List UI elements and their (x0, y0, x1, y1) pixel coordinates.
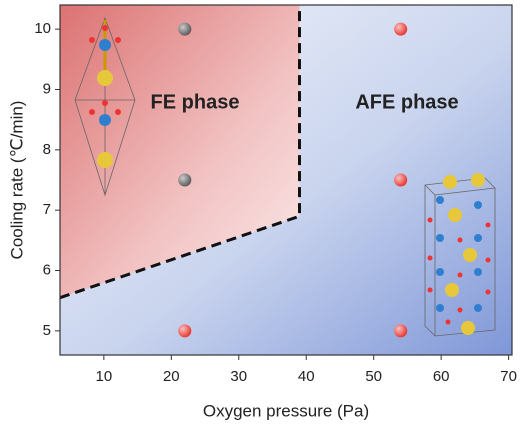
point-highlight (178, 173, 192, 187)
x-tick-label: 70 (500, 368, 517, 385)
y-tick-label: 9 (43, 80, 51, 97)
point-highlight (178, 22, 192, 36)
y-tick-label: 6 (43, 261, 51, 278)
x-tick-label: 50 (365, 368, 382, 385)
x-tick-label: 30 (230, 368, 247, 385)
point-highlight (394, 173, 408, 187)
annotation: FE phase (151, 91, 240, 113)
phase-boundary (59, 5, 301, 300)
x-tick-label: 20 (163, 368, 180, 385)
fe-region (60, 5, 300, 298)
afe-structure-icon (424, 173, 496, 337)
x-axis-label: Oxygen pressure (Pa) (203, 401, 369, 420)
x-tick-label: 10 (96, 368, 113, 385)
y-axis-label: Cooling rate (℃/min) (7, 101, 26, 260)
y-tick-label: 5 (43, 322, 51, 339)
fe-structure-icon (74, 16, 136, 197)
x-tick-label: 40 (298, 368, 315, 385)
annotation: AFE phase (355, 91, 458, 113)
y-tick-label: 7 (43, 201, 51, 218)
point-highlight (394, 324, 408, 338)
x-tick-label: 60 (433, 368, 450, 385)
point-highlight (178, 324, 192, 338)
y-tick-label: 10 (34, 20, 51, 37)
point-highlight (394, 22, 408, 36)
plot-area: 10 20 30 40 50 60 70 5 6 7 8 9 10 (34, 4, 517, 385)
y-tick-label: 8 (43, 141, 51, 158)
plot-frame (59, 4, 513, 356)
